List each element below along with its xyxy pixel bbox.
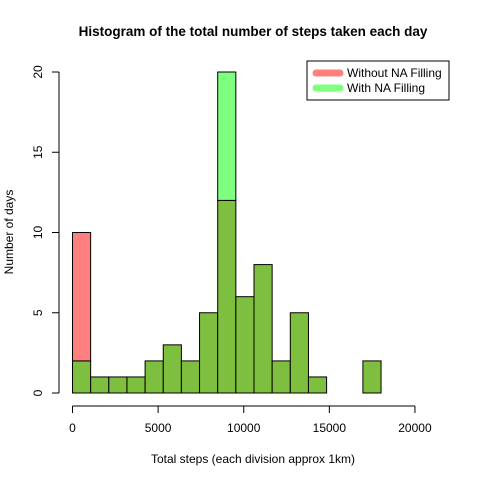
bar-overlap — [307, 376, 328, 394]
bar-overlap — [72, 360, 92, 394]
bar-with-na-excess — [217, 71, 237, 201]
bar-overlap — [126, 376, 146, 394]
x-axis: 0 5000 10000 15000 20000 — [69, 405, 432, 435]
y-tick-label: 20 — [31, 65, 45, 79]
chart-title: Histogram of the total number of steps t… — [79, 24, 428, 39]
legend-box — [306, 60, 450, 101]
y-tick-label: 0 — [31, 389, 45, 396]
x-tick-label: 15000 — [313, 421, 347, 435]
bar-without-na-excess — [72, 232, 92, 362]
bar-overlap — [289, 312, 309, 394]
bars-group — [72, 71, 382, 394]
y-tick-label: 5 — [31, 309, 45, 316]
bar-overlap — [217, 199, 237, 394]
y-axis: 0 5 10 15 20 — [31, 65, 60, 396]
y-tick-label: 10 — [31, 226, 45, 240]
bar-overlap — [162, 344, 182, 394]
x-tick-label: 5000 — [145, 421, 172, 435]
bar-overlap — [180, 360, 201, 394]
y-axis-label: Number of days — [2, 190, 16, 275]
legend-label: Without NA Filling — [347, 66, 442, 80]
y-tick-label: 15 — [31, 145, 45, 159]
x-tick-label: 20000 — [398, 421, 432, 435]
x-tick-label: 0 — [69, 421, 76, 435]
x-axis-label: Total steps (each division approx 1km) — [151, 452, 355, 466]
bar-overlap — [253, 264, 273, 394]
bar-overlap — [199, 312, 219, 394]
bar-overlap — [144, 360, 164, 394]
bar-overlap — [271, 360, 291, 394]
bar-overlap — [235, 296, 255, 394]
x-tick-label: 10000 — [227, 421, 261, 435]
bar-overlap — [90, 376, 110, 394]
legend-label: With NA Filling — [347, 81, 425, 95]
bar-overlap — [362, 360, 382, 394]
bar-overlap — [108, 376, 128, 394]
